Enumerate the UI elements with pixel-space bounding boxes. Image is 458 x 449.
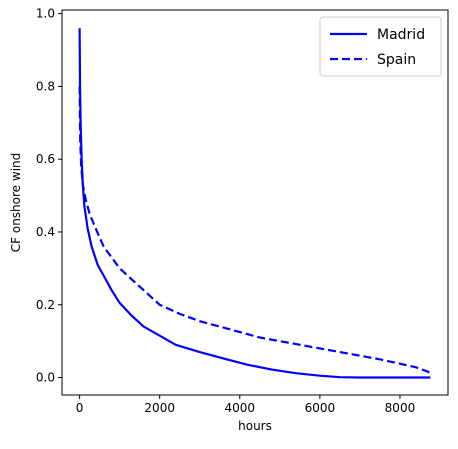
legend-label-madrid: Madrid	[377, 27, 425, 43]
y-axis: 0.0 0.2 0.4 0.6 0.8 1.0	[36, 7, 62, 385]
y-tick-label: 0.0	[36, 371, 55, 385]
series-line-madrid	[78, 28, 431, 379]
plot-area	[78, 28, 431, 379]
y-tick-label: 0.6	[36, 152, 55, 166]
plot-frame	[61, 9, 449, 396]
y-tick-label: 0.2	[36, 298, 55, 312]
series-line-spain	[78, 86, 431, 375]
x-axis-label: hours	[238, 419, 272, 433]
y-tick-label: 1.0	[36, 7, 55, 21]
x-tick-label: 0	[76, 401, 84, 415]
y-axis-label: CF onshore wind	[9, 153, 23, 252]
legend-box	[319, 16, 442, 77]
x-axis: 0 2000 4000 6000 8000	[76, 395, 415, 415]
y-tick-label: 0.8	[36, 79, 55, 93]
x-tick-label: 6000	[305, 401, 336, 415]
legend-label-spain: Spain	[377, 52, 416, 68]
x-tick-label: 8000	[385, 401, 416, 415]
x-tick-label: 2000	[144, 401, 175, 415]
y-tick-label: 0.4	[36, 225, 55, 239]
legend: Madrid Spain	[319, 16, 442, 77]
x-tick-label: 4000	[225, 401, 256, 415]
